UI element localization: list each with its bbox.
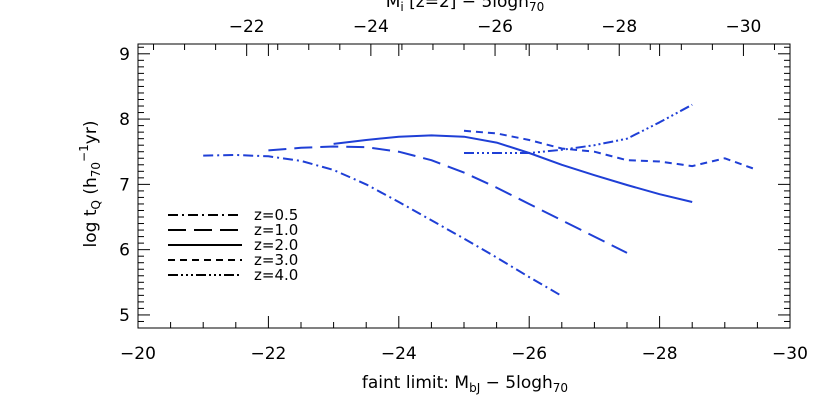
y-axis-title: log tQ (h70−1yr) bbox=[77, 121, 103, 248]
plot-border bbox=[137, 43, 791, 329]
y-tick-label: 9 bbox=[119, 45, 130, 65]
legend-label-z=3.0: z=3.0 bbox=[254, 251, 298, 269]
legend-label-z=2.0: z=2.0 bbox=[254, 236, 298, 254]
tick-labels: −20 −22 −24 −26 −28 −30 −22 −24 −26 −28 −30 5 6 7 8 9 bbox=[119, 17, 808, 364]
top-x-tick-label: −28 bbox=[601, 17, 637, 37]
series-line-z=4.0 bbox=[464, 103, 693, 154]
series-line-z=1.0 bbox=[268, 145, 628, 254]
top-x-tick-label: −22 bbox=[229, 17, 265, 37]
x-tick-label: −28 bbox=[642, 344, 678, 364]
y-tick-label: 8 bbox=[119, 110, 130, 130]
x-axis-title: faint limit: MbJ − 5logh70 bbox=[362, 373, 568, 395]
series-lines bbox=[203, 103, 758, 297]
top-x-tick-label: −24 bbox=[353, 17, 389, 37]
top-x-tick-label: −30 bbox=[725, 17, 761, 37]
legend-label-z=0.5: z=0.5 bbox=[254, 206, 298, 224]
y-tick-label: 5 bbox=[119, 306, 130, 326]
top-x-axis-title: Mi [z=2] − 5logh70 bbox=[386, 0, 545, 14]
y-tick-label: 7 bbox=[119, 175, 130, 195]
series-line-z=2.0 bbox=[333, 134, 693, 203]
x-tick-label: −20 bbox=[120, 344, 156, 364]
series-line-z=3.0 bbox=[463, 129, 758, 171]
legend: z=0.5z=1.0z=2.0z=3.0z=4.0 bbox=[168, 206, 298, 284]
y-tick-label: 6 bbox=[119, 241, 130, 261]
axis-ticks bbox=[137, 44, 791, 328]
x-tick-label: −26 bbox=[511, 344, 547, 364]
legend-label-z=1.0: z=1.0 bbox=[254, 221, 298, 239]
series-line-z=0.5 bbox=[203, 154, 563, 297]
top-x-tick-label: −26 bbox=[477, 17, 513, 37]
x-tick-label: −24 bbox=[381, 344, 417, 364]
legend-label-z=4.0: z=4.0 bbox=[254, 266, 298, 284]
x-tick-label: −30 bbox=[772, 344, 808, 364]
x-tick-label: −22 bbox=[250, 344, 286, 364]
plot-frame bbox=[137, 43, 791, 329]
